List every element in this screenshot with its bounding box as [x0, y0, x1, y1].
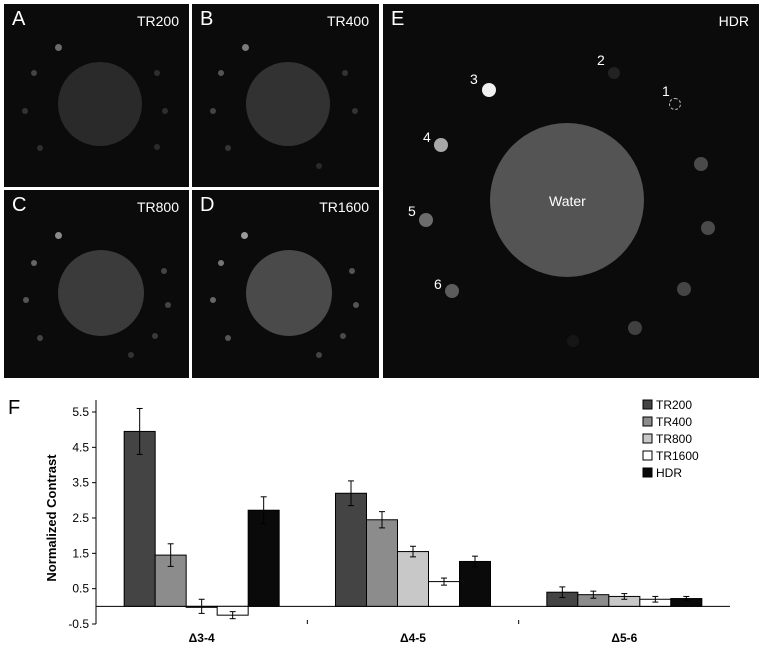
vial-number-1: 1	[662, 83, 670, 99]
panel-letter: C	[12, 194, 27, 216]
vial	[37, 335, 43, 341]
vial-3	[482, 83, 496, 97]
water-phantom	[490, 123, 644, 277]
y-tick-label: 3.5	[72, 476, 89, 490]
bar-tr200-1	[123, 430, 156, 607]
contrast-bar-chart: F 5.5 4.5 3.5 2.5 1.5 0.5 -0.5 Normalized Contra…	[8, 397, 730, 645]
y-tick-label: -0.5	[68, 617, 89, 631]
vial	[154, 70, 160, 76]
vial	[152, 333, 158, 339]
vial	[225, 145, 231, 151]
vial	[242, 44, 249, 51]
panel-label: TR200	[136, 13, 179, 29]
y-axis-label: Normalized Contrast	[44, 454, 59, 582]
y-tick-label: 0.5	[72, 582, 89, 596]
vial	[37, 145, 43, 151]
legend-label: TR800	[656, 432, 692, 446]
vial	[677, 282, 691, 296]
vial-2	[608, 67, 620, 79]
water-phantom	[58, 250, 144, 336]
panel-letter: A	[12, 8, 26, 30]
panel-label: HDR	[718, 13, 749, 29]
vial-number-2: 2	[597, 52, 605, 68]
vial	[154, 144, 160, 150]
y-tick-label: 1.5	[72, 546, 89, 560]
panel-e-hdr: Water 1 2 3 4 5 6 E HDR	[383, 4, 759, 378]
vial	[694, 157, 708, 171]
legend-label: TR1600	[656, 449, 699, 463]
x-category-label: Δ5-6	[611, 631, 637, 645]
vial-1	[669, 98, 681, 110]
vial	[353, 302, 359, 308]
panel-d-tr1600: D TR1600	[192, 190, 379, 378]
vial	[352, 108, 358, 114]
vial	[316, 163, 322, 169]
panel-letter: D	[200, 194, 215, 216]
vial-number-6: 6	[434, 276, 442, 292]
vial	[161, 268, 167, 274]
panel-a-tr200: A TR200	[4, 4, 189, 187]
x-category-label: Δ3-4	[189, 631, 215, 645]
vial	[340, 333, 346, 339]
vial	[55, 232, 62, 239]
vial	[210, 297, 216, 303]
legend-swatch	[642, 399, 653, 410]
vial	[128, 352, 134, 358]
panel-c-tr800: C TR800	[4, 190, 189, 378]
panel-letter: E	[391, 8, 405, 30]
vial	[225, 335, 231, 341]
vial	[165, 302, 171, 308]
vial	[349, 268, 355, 274]
vial	[701, 221, 715, 235]
vial	[210, 108, 216, 114]
vial-5	[419, 213, 433, 227]
vial-6	[445, 284, 459, 298]
vial	[23, 297, 29, 303]
vial	[55, 44, 62, 51]
legend-label: HDR	[656, 466, 682, 480]
water-phantom	[246, 62, 330, 146]
panel-label: TR400	[326, 13, 369, 29]
panel-label: TR800	[136, 199, 179, 215]
x-category-label: Δ4-5	[400, 631, 426, 645]
water-phantom	[246, 250, 332, 336]
vial	[342, 70, 348, 76]
y-tick-label: 4.5	[72, 440, 89, 454]
vial	[241, 232, 248, 239]
bar-tr400-2	[366, 519, 398, 607]
vial	[31, 260, 37, 266]
water-phantom	[58, 62, 142, 146]
bar-hdr-1	[247, 509, 280, 607]
panel-label: TR1600	[319, 199, 369, 215]
panel-letter: B	[200, 8, 214, 30]
legend-label: TR200	[656, 398, 692, 412]
vial-number-3: 3	[470, 71, 478, 87]
vial-number-4: 4	[423, 129, 431, 145]
bar-tr200-2	[335, 492, 367, 607]
legend-swatch	[642, 450, 653, 461]
y-tick-label: 5.5	[72, 405, 89, 419]
vial-4	[434, 138, 448, 152]
panel-b-tr400: B TR400	[192, 4, 379, 187]
vial	[628, 321, 642, 335]
vial	[218, 260, 224, 266]
bar-tr800-2	[397, 551, 429, 607]
y-tick-label: 2.5	[72, 511, 89, 525]
vial	[162, 108, 168, 114]
legend-swatch	[642, 467, 653, 478]
vial	[31, 70, 37, 76]
legend-swatch	[642, 416, 653, 427]
legend-swatch	[642, 433, 653, 444]
panel-letter: F	[8, 397, 20, 419]
vial-number-5: 5	[408, 203, 416, 219]
vial	[316, 352, 322, 358]
water-label: Water	[549, 193, 586, 209]
legend-label: TR400	[656, 415, 692, 429]
vial	[567, 335, 579, 347]
vial	[22, 108, 28, 114]
bar-hdr-2	[459, 560, 491, 607]
vial	[218, 70, 224, 76]
